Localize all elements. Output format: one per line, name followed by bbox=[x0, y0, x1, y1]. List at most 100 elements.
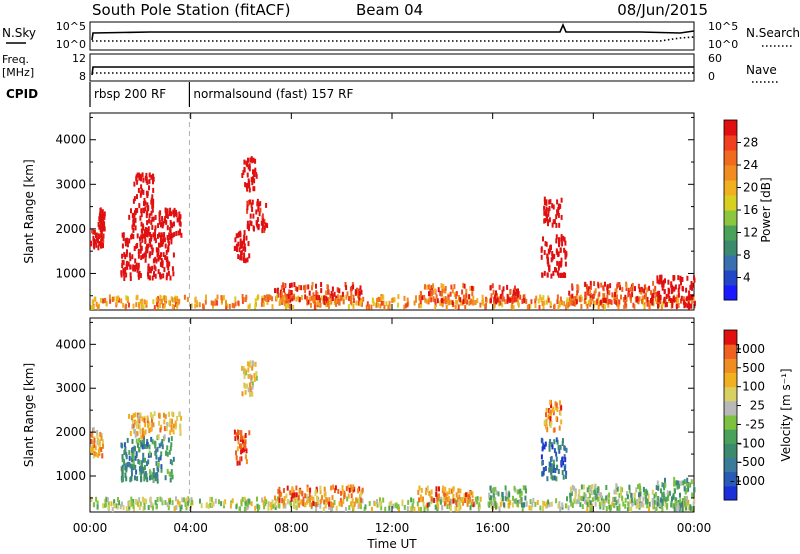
data-cell bbox=[247, 201, 250, 207]
data-cell bbox=[559, 296, 562, 302]
data-cell bbox=[639, 495, 642, 501]
data-cell bbox=[545, 209, 548, 215]
data-cell bbox=[246, 257, 249, 263]
data-cell bbox=[548, 217, 551, 223]
data-cell bbox=[434, 302, 437, 307]
data-cell bbox=[166, 235, 169, 240]
data-cell bbox=[136, 208, 139, 213]
data-cell bbox=[281, 295, 284, 300]
data-cell bbox=[176, 416, 179, 421]
data-cell bbox=[430, 489, 433, 495]
data-cell bbox=[91, 228, 94, 234]
data-cell bbox=[455, 492, 458, 498]
data-cell bbox=[328, 504, 331, 510]
data-cell bbox=[484, 304, 487, 310]
colorbar-swatch bbox=[724, 285, 737, 301]
data-cell bbox=[155, 504, 158, 510]
data-cell bbox=[626, 494, 629, 500]
data-cell bbox=[159, 455, 162, 461]
data-cell bbox=[661, 482, 664, 488]
data-cell bbox=[143, 444, 146, 449]
data-cell bbox=[148, 428, 151, 434]
data-cell bbox=[271, 499, 274, 505]
data-cell bbox=[680, 295, 683, 301]
data-cell bbox=[594, 483, 597, 489]
data-cell bbox=[525, 298, 528, 304]
data-cell bbox=[98, 224, 101, 230]
data-cell bbox=[320, 288, 323, 294]
data-cell bbox=[638, 483, 641, 489]
data-cell bbox=[159, 210, 162, 216]
data-cell bbox=[661, 301, 664, 307]
data-cell bbox=[164, 208, 167, 214]
data-cell bbox=[546, 213, 549, 219]
data-cell bbox=[144, 429, 147, 435]
data-cell bbox=[234, 436, 237, 441]
data-cell bbox=[450, 499, 453, 505]
data-cell bbox=[97, 222, 100, 227]
data-cell bbox=[150, 174, 153, 180]
data-cell bbox=[599, 504, 602, 510]
data-cell bbox=[168, 261, 171, 267]
data-cell bbox=[167, 270, 170, 276]
data-cell bbox=[633, 497, 636, 503]
data-cell bbox=[570, 299, 573, 305]
data-cell bbox=[683, 486, 686, 492]
data-cell bbox=[631, 497, 633, 503]
nsky-line bbox=[91, 22, 695, 41]
data-cell bbox=[445, 492, 447, 498]
data-cell bbox=[495, 299, 498, 305]
data-cell bbox=[542, 442, 545, 448]
data-cell bbox=[138, 175, 141, 181]
data-cell bbox=[370, 304, 373, 310]
data-cell bbox=[689, 505, 692, 511]
data-cell bbox=[131, 254, 134, 260]
data-cell bbox=[284, 292, 287, 298]
data-cell bbox=[98, 303, 100, 309]
data-cell bbox=[466, 500, 469, 506]
data-cell bbox=[290, 502, 292, 508]
data-cell bbox=[665, 302, 668, 307]
data-cell bbox=[689, 294, 692, 300]
data-cell bbox=[646, 490, 649, 496]
data-cell bbox=[588, 488, 591, 494]
data-cell bbox=[175, 231, 178, 236]
data-cell bbox=[283, 299, 286, 305]
data-cell bbox=[243, 159, 246, 165]
data-cell bbox=[141, 237, 144, 243]
data-cell bbox=[436, 298, 439, 304]
data-cell bbox=[170, 424, 173, 430]
colorbar-swatch bbox=[724, 135, 737, 151]
data-cell bbox=[243, 243, 246, 249]
data-cell bbox=[397, 294, 400, 300]
data-cell bbox=[640, 502, 642, 508]
data-cell bbox=[243, 506, 246, 512]
data-cell bbox=[543, 250, 546, 255]
data-cell bbox=[347, 493, 350, 499]
data-cell bbox=[174, 297, 177, 303]
data-cell bbox=[663, 296, 666, 302]
data-cell bbox=[423, 284, 426, 290]
colorbar-tick-label: -100 bbox=[738, 436, 765, 450]
data-cell bbox=[239, 255, 242, 261]
data-cell bbox=[233, 303, 236, 309]
data-cell bbox=[465, 293, 468, 299]
data-cell bbox=[501, 496, 504, 502]
colorbar-swatch bbox=[724, 195, 737, 211]
data-cell bbox=[692, 506, 694, 512]
data-cell bbox=[677, 287, 680, 293]
data-cell bbox=[280, 285, 283, 291]
data-cell bbox=[302, 501, 305, 507]
data-cell bbox=[677, 502, 679, 508]
data-cell bbox=[657, 500, 660, 506]
data-cell bbox=[113, 296, 115, 302]
data-cell bbox=[142, 177, 145, 183]
data-cell bbox=[442, 284, 445, 289]
data-cell bbox=[247, 241, 250, 247]
data-cell bbox=[494, 294, 497, 300]
data-cell bbox=[228, 303, 231, 309]
data-cell bbox=[140, 476, 143, 481]
data-cell bbox=[625, 303, 628, 309]
colorbar-tick-label: 4 bbox=[743, 271, 751, 285]
data-cell bbox=[606, 289, 609, 295]
